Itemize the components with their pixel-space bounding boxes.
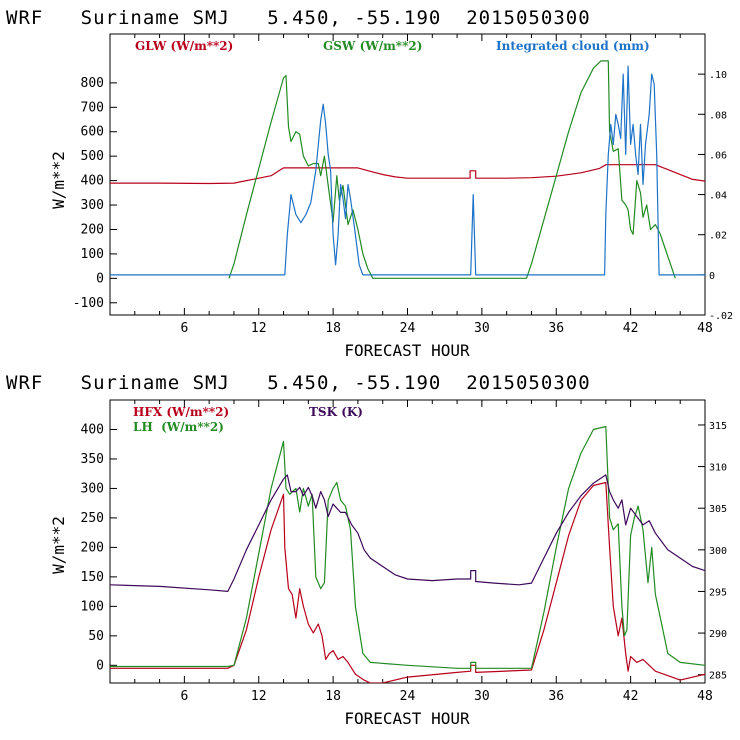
top-y-tick-label: 200: [81, 222, 104, 237]
top-y2-tick-label: .10: [709, 70, 727, 81]
top-x-tick-label: 30: [474, 321, 490, 336]
bot-x-tick-label: 24: [400, 689, 416, 704]
top-y2-tick-label: 0: [709, 271, 715, 282]
top-y2-tick-label: .08: [709, 110, 727, 121]
legend-glw: GLW (W/m**2): [135, 39, 233, 53]
bot-y2-tick-label: 290: [709, 629, 727, 640]
top-y-tick-label: 700: [81, 100, 104, 115]
bot-y2-tick-label: 310: [709, 463, 727, 474]
bot-y-tick-label: 300: [81, 481, 104, 496]
bot-y-tick-label: 150: [81, 570, 104, 585]
bot-y-tick-label: 250: [81, 511, 104, 526]
bot-y-tick-label: 400: [81, 422, 104, 437]
top-x-tick-label: 48: [697, 321, 713, 336]
bottom-plot-frame: [109, 399, 706, 684]
top-y-tick-label: 600: [81, 125, 104, 140]
bot-x-tick-label: 48: [697, 689, 713, 704]
bot-y2-tick-label: 300: [709, 546, 727, 557]
top-y2-tick-label: .06: [709, 150, 727, 161]
top-series-line-glw: [110, 164, 705, 185]
top-y-tick-label: 300: [81, 198, 104, 213]
bot-y-tick-label: 350: [81, 452, 104, 467]
bot-y2-tick-label: 315: [709, 421, 727, 432]
top-y2-tick-label: .02: [709, 231, 727, 242]
top-x-tick-label: 36: [548, 321, 564, 336]
bot-series-line-tsk: [110, 474, 705, 593]
top-x-tick-label: 6: [180, 321, 188, 336]
top-plot-frame: [109, 33, 706, 316]
top-y-tick-label: 400: [81, 174, 104, 189]
top-x-tick-label: 24: [400, 321, 416, 336]
top-x-tick-label: 12: [251, 321, 267, 336]
bot-y-tick-label: 200: [81, 540, 104, 555]
bot-y-tick-label: 50: [88, 629, 104, 644]
legend-tsk: TSK (K): [309, 405, 363, 419]
top-x-axis-label: FORECAST HOUR: [344, 341, 470, 360]
top-chart-title: WRF Suriname SMJ 5.450, -55.190 20150503…: [6, 7, 591, 29]
legend-hfx: HFX (W/m**2): [133, 405, 229, 419]
bottom-y-axis-label: W/m**2: [49, 516, 68, 574]
top-y-tick-label: -100: [73, 296, 104, 311]
top-plot-area: GLW (W/m**2) GSW (W/m**2) Integrated clo…: [49, 33, 733, 360]
top-y2-tick-label: -.02: [709, 311, 733, 322]
bot-y2-tick-label: 295: [709, 587, 727, 598]
top-x-tick-label: 42: [623, 321, 639, 336]
top-y-tick-label: 800: [81, 76, 104, 91]
bot-x-tick-label: 30: [474, 689, 490, 704]
bottom-x-axis-label: FORECAST HOUR: [344, 709, 470, 728]
top-series-line-gsw: [228, 60, 676, 279]
legend-lh: LH (W/m**2): [133, 420, 224, 434]
bot-x-tick-label: 18: [325, 689, 341, 704]
bot-x-tick-label: 12: [251, 689, 267, 704]
bot-y2-tick-label: 285: [709, 671, 727, 682]
bot-y-tick-label: 0: [96, 658, 104, 673]
bot-x-tick-label: 36: [548, 689, 564, 704]
bottom-plot-area: HFX (W/m**2) LH (W/m**2) TSK (K) 6 12 18 24…: [49, 399, 727, 728]
bot-x-tick-label: 42: [623, 689, 639, 704]
bot-x-tick-label: 6: [180, 689, 188, 704]
top-x-tick-label: 18: [325, 321, 341, 336]
top-y-tick-label: 500: [81, 149, 104, 164]
legend-gsw: GSW (W/m**2): [323, 39, 422, 53]
bot-y-tick-label: 100: [81, 599, 104, 614]
legend-integrated-cloud: Integrated cloud (mm): [496, 39, 650, 53]
top-y-tick-label: 100: [81, 247, 104, 262]
bottom-chart-title: WRF Suriname SMJ 5.450, -55.190 20150503…: [6, 372, 591, 394]
top-y2-tick-label: .04: [709, 191, 727, 202]
top-y-axis-label: W/m**2: [49, 151, 68, 209]
top-series-line-integrated: [110, 65, 705, 276]
bot-y2-tick-label: 305: [709, 504, 727, 515]
top-y-tick-label: 0: [96, 271, 104, 286]
bot-series-line-lh: [110, 425, 705, 669]
bot-series-line-hfx: [110, 481, 705, 683]
